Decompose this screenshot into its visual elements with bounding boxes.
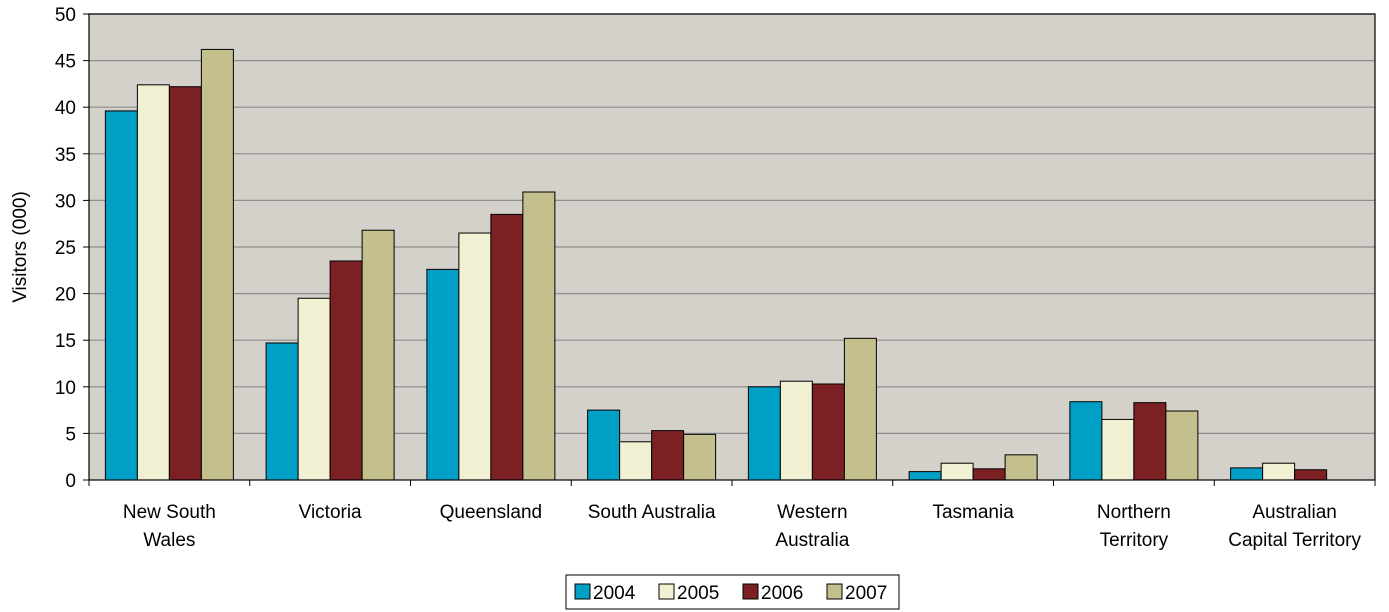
bar-2004-7 xyxy=(1230,467,1264,481)
x-tick-label: Northern xyxy=(1097,502,1171,523)
y-tick-label: 45 xyxy=(55,52,76,73)
bar-2006-0 xyxy=(168,86,202,481)
y-tick-label: 10 xyxy=(55,378,76,399)
bar-2006-3 xyxy=(651,430,685,481)
bar-2005-5 xyxy=(940,462,974,481)
legend-label: 2007 xyxy=(845,583,887,604)
legend-swatch-2004 xyxy=(574,583,591,600)
x-tick-label: Australia xyxy=(775,530,849,551)
bar-2005-0 xyxy=(136,84,170,481)
bar-2004-3 xyxy=(587,409,621,481)
y-tick-label: 30 xyxy=(55,191,76,212)
legend-label: 2005 xyxy=(677,583,719,604)
x-tick-label: Western xyxy=(777,502,847,523)
x-axis-ticks: New South Wales Victoria Queensland South Au… xyxy=(88,480,1376,551)
x-tick-label: Territory xyxy=(1100,530,1169,551)
bar-2005-6 xyxy=(1101,418,1135,481)
x-tick-label: Queensland xyxy=(440,502,542,523)
bar-2005-3 xyxy=(619,441,653,481)
y-tick-label: 5 xyxy=(65,424,76,445)
legend-label: 2004 xyxy=(593,583,636,604)
x-tick-label: South Australia xyxy=(588,502,716,523)
bar-2006-1 xyxy=(329,260,363,481)
legend-swatch-2006 xyxy=(742,583,759,600)
x-tick-label: Victoria xyxy=(299,502,362,523)
x-tick-label: Wales xyxy=(143,530,195,551)
bar-2007-2 xyxy=(522,191,556,481)
bar-2006-7 xyxy=(1294,469,1328,481)
legend: 2004 2005 2006 2007 xyxy=(565,574,900,610)
bars xyxy=(104,48,1328,481)
y-tick-label: 25 xyxy=(55,238,76,259)
legend-label: 2006 xyxy=(761,583,803,604)
bar-2005-4 xyxy=(779,380,813,481)
x-tick-label: New South xyxy=(123,502,216,523)
y-tick-label: 40 xyxy=(55,98,76,119)
y-axis-label: Visitors (000) xyxy=(10,191,31,303)
y-axis-ticks: 0 5 10 15 20 25 30 35 40 45 50 xyxy=(55,5,89,492)
y-tick-label: 50 xyxy=(55,5,76,26)
bar-2005-1 xyxy=(297,297,331,481)
bar-2007-6 xyxy=(1165,410,1199,481)
legend-swatch-2007 xyxy=(826,583,843,600)
bar-2005-7 xyxy=(1262,462,1296,481)
bar-2004-4 xyxy=(747,386,781,481)
x-tick-label: Australian xyxy=(1252,502,1337,523)
bar-2006-4 xyxy=(811,383,845,481)
bar-2006-5 xyxy=(972,468,1006,481)
legend-box xyxy=(565,574,900,610)
bar-2006-6 xyxy=(1133,402,1167,481)
x-tick-label: Capital Territory xyxy=(1228,530,1361,551)
bar-2005-2 xyxy=(458,232,492,481)
bar-2004-6 xyxy=(1069,401,1103,481)
y-tick-label: 0 xyxy=(65,471,76,492)
y-tick-label: 15 xyxy=(55,331,76,352)
bar-2007-3 xyxy=(683,433,717,481)
y-tick-label: 35 xyxy=(55,145,76,166)
bar-2004-1 xyxy=(265,342,299,481)
bar-2007-0 xyxy=(200,48,234,481)
bar-2006-2 xyxy=(490,213,524,481)
bar-2004-5 xyxy=(908,471,942,481)
bar-2004-2 xyxy=(426,268,460,481)
legend-swatch-2005 xyxy=(658,583,675,600)
bar-2007-5 xyxy=(1004,454,1038,481)
bar-2007-4 xyxy=(843,337,877,481)
y-tick-label: 20 xyxy=(55,285,76,306)
x-tick-label: Tasmania xyxy=(932,502,1014,523)
bar-2007-1 xyxy=(361,229,395,481)
bar-2004-0 xyxy=(104,110,138,481)
